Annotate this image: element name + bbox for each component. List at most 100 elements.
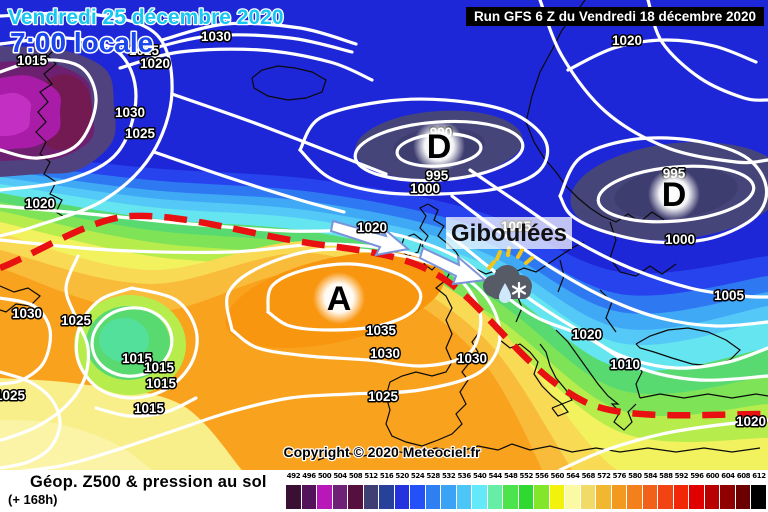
coastline-path <box>35 45 67 219</box>
color-scale-tick: 496 <box>302 472 316 480</box>
color-scale-tick: 596 <box>690 472 704 480</box>
isobar-value-label: 1005 <box>714 288 745 303</box>
coastline-path <box>251 65 327 101</box>
coastline-path <box>499 339 573 405</box>
isobar-value-label: 1020 <box>736 414 766 429</box>
color-scale-cell <box>503 485 518 509</box>
isobar-contour <box>566 38 758 72</box>
z500-region <box>99 318 149 362</box>
isobar-value-label: 1025 <box>61 313 92 328</box>
isobar-value-label: 1030 <box>115 105 145 120</box>
isobar-value-label: 1030 <box>12 306 42 321</box>
isobar-contour <box>74 286 199 400</box>
color-scale-cell <box>410 485 425 509</box>
footer-title: Géop. Z500 & pression au sol <box>30 473 267 491</box>
isobar-contour <box>118 47 374 82</box>
arrow-icon <box>418 246 488 286</box>
isobar-contour <box>160 21 358 46</box>
color-scale-cell <box>441 485 456 509</box>
isobar-contour <box>0 370 62 470</box>
color-scale-tick: 508 <box>348 472 363 480</box>
color-scale-tick: 568 <box>581 472 596 480</box>
color-scale-tick: 548 <box>504 472 518 480</box>
pressure-center-glow <box>648 168 700 220</box>
isobar-contour <box>0 254 91 442</box>
isobar-value-label: 1020 <box>612 33 642 48</box>
rain-snow-limit-line <box>0 212 768 419</box>
isobar-contour <box>596 164 756 224</box>
isobar-value-label: 1025 <box>125 126 156 141</box>
isobar-contour <box>0 58 98 160</box>
isobar-value-label: 1015 <box>17 53 48 68</box>
color-scale-tick: 612 <box>752 472 766 480</box>
color-scale-tick: 572 <box>597 472 611 480</box>
giboulees-label-box <box>446 217 572 249</box>
color-scale-tick: 516 <box>379 472 394 480</box>
color-scale-cell <box>751 485 766 509</box>
color-scale-cell <box>596 485 611 509</box>
arrow-icon <box>329 219 411 257</box>
isobar-value-label: 1020 <box>25 196 55 211</box>
isobar-contour <box>0 296 53 386</box>
color-scale-tick: 524 <box>410 472 425 480</box>
pressure-center-glow <box>313 272 365 324</box>
coastline-path <box>525 0 665 223</box>
sun-rays-icon <box>487 246 534 270</box>
color-scale-cell <box>317 485 332 509</box>
color-scale-cell <box>286 485 301 509</box>
color-scale-tick: 556 <box>535 472 549 480</box>
coastline-path <box>639 393 768 399</box>
isobar-value-label: 1000 <box>410 181 440 196</box>
color-scale-cell <box>487 485 503 509</box>
color-scale-tick: 492 <box>286 472 301 480</box>
isobar-value-label: 1010 <box>610 357 640 372</box>
color-scale-tick: 520 <box>395 472 409 480</box>
isobar-value-label: 1020 <box>572 327 602 342</box>
color-scale-cell <box>565 485 580 509</box>
isobar-contour <box>225 247 483 368</box>
isobar-contour <box>468 168 768 299</box>
isobar-contours <box>0 0 768 470</box>
color-scale-cell <box>394 485 410 509</box>
map-time: 7:00 locale <box>10 27 153 58</box>
giboulees-weather-icon <box>483 246 534 303</box>
color-scale-tick: 504 <box>333 472 347 480</box>
color-scale-tick: 552 <box>519 472 534 480</box>
color-scale-cells <box>286 485 767 509</box>
color-scale-tick: 564 <box>566 472 580 480</box>
color-scale-tick: 536 <box>457 472 471 480</box>
map-footer: Géop. Z500 & pression au sol (+ 168h) 49… <box>0 470 768 512</box>
isobar-value-label: 1030 <box>201 29 231 44</box>
color-scale-cell <box>735 485 751 509</box>
isobar-value-label: 1020 <box>140 56 170 71</box>
coastline-path <box>385 267 479 447</box>
pressure-center-low: D <box>662 176 687 214</box>
pressure-center-glow <box>413 120 465 172</box>
giboulees-label: Giboulées <box>451 220 567 247</box>
isobar-contour <box>0 36 138 192</box>
color-scale-cell <box>720 485 735 509</box>
weather-map: 1015102510201030103010251020102099099510… <box>0 0 768 470</box>
isobar-value-label: 1030 <box>370 346 400 361</box>
color-scale-cell <box>704 485 720 509</box>
isobar-contour <box>538 0 768 165</box>
cloud-icon <box>483 265 532 299</box>
color-scale-tick: 580 <box>628 472 642 480</box>
color-scale-cell <box>348 485 363 509</box>
z500-region <box>0 92 32 136</box>
color-scale-cell <box>627 485 642 509</box>
color-scale-cell <box>658 485 673 509</box>
isobar-value-label: 1030 <box>457 351 487 366</box>
coastline-path <box>317 443 761 461</box>
color-scale-cell <box>425 485 441 509</box>
color-scale-cell <box>363 485 379 509</box>
isobar-contour <box>558 136 768 245</box>
isobar-contour <box>558 418 768 470</box>
map-date: Vendredi 25 décembre 2020 <box>8 6 284 29</box>
isobar-value-label: 1015 <box>122 351 153 366</box>
color-scale-tick: 604 <box>721 472 735 480</box>
isobar-value-label: 1025 <box>0 388 26 403</box>
isobar-value-label: 1015 <box>144 360 175 375</box>
coastline-path <box>635 327 741 367</box>
